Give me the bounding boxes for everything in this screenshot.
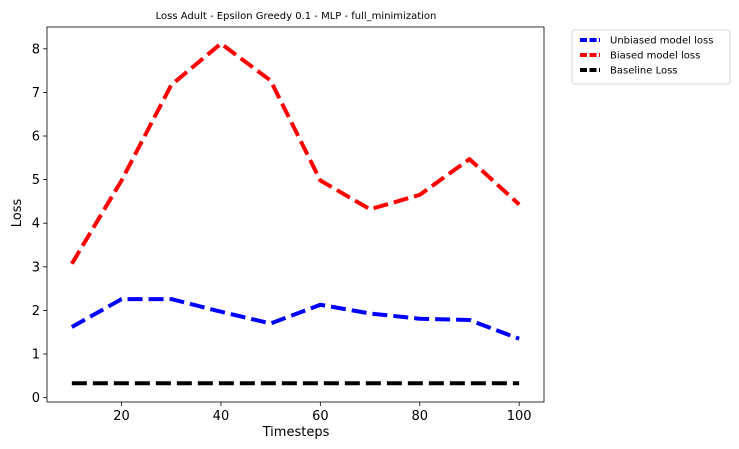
legend-label: Baseline Loss [610,66,678,77]
series-line-2 [70,41,521,265]
x-tick-label: 60 [312,409,329,424]
y-axis-ticks: 0 1 2 3 4 5 6 7 8 [32,42,47,406]
x-tick-label: 80 [411,409,428,424]
x-axis-ticks: 20 40 60 80 100 [113,402,532,424]
y-tick-label: 1 [32,348,40,363]
x-tick-label: 100 [507,409,532,424]
legend: Unbiased model loss Biased model loss Base… [571,29,731,85]
y-tick-label: 6 [32,130,40,145]
series-line-1 [70,297,520,341]
x-axis-label: Timesteps [262,425,330,440]
y-tick-label: 2 [32,304,40,319]
plot-area: 20 40 60 80 100 0 1 2 3 4 5 6 7 8 [32,26,545,424]
y-tick-label: 7 [32,86,40,101]
series-layer [70,41,521,386]
legend-label: Biased model loss [610,51,700,62]
y-axis-label: Loss [10,199,25,228]
y-tick-label: 3 [32,260,40,275]
y-tick-label: 8 [32,42,40,57]
x-tick-label: 40 [213,409,230,424]
plot-frame [46,26,545,403]
chart-title: Loss Adult - Epsilon Greedy 0.1 - MLP - … [156,11,437,22]
y-tick-label: 5 [32,173,40,188]
y-tick-label: 0 [32,391,40,406]
legend-label: Unbiased model loss [610,36,713,47]
legend-frame [571,29,731,85]
y-tick-label: 4 [32,217,40,232]
x-tick-label: 20 [113,409,130,424]
